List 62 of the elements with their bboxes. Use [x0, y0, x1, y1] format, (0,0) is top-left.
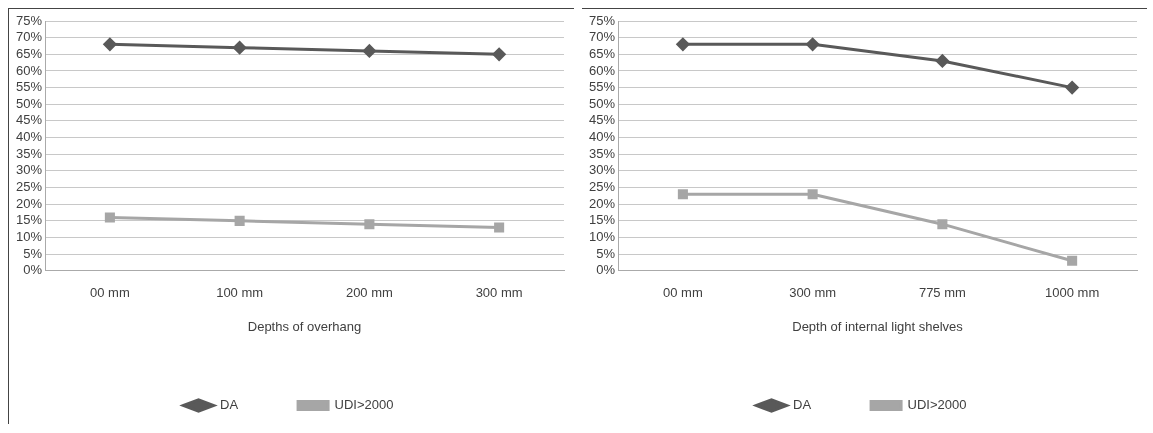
y-tick-label: 50%: [588, 95, 616, 111]
y-tick-label: 75%: [588, 12, 616, 28]
point: [362, 44, 376, 58]
y-tick-label: 5%: [596, 245, 616, 261]
x-tick-label: 300 mm: [475, 285, 523, 301]
y-tick-label: 65%: [588, 45, 616, 61]
point: [1067, 255, 1078, 266]
y-tick-label: 30%: [588, 162, 616, 178]
y-tick-label: 65%: [15, 45, 43, 61]
x-tick-label: 300 mm: [789, 285, 837, 301]
point: [937, 219, 948, 230]
point: [364, 219, 375, 230]
x-axis-title: Depths of overhang: [247, 318, 362, 334]
legend-label: DA: [220, 397, 239, 413]
y-tick-label: 15%: [15, 212, 43, 228]
y-tick-label: 15%: [588, 212, 616, 228]
y-tick-label: 55%: [588, 79, 616, 95]
y-tick-label: 75%: [15, 12, 43, 28]
point: [492, 47, 506, 61]
y-tick-label: 70%: [15, 29, 43, 45]
point: [807, 189, 818, 200]
y-tick-label: 20%: [588, 195, 616, 211]
y-tick-label: 20%: [15, 195, 43, 211]
point: [103, 37, 117, 51]
y-tick-label: 40%: [588, 129, 616, 145]
y-tick-label: 60%: [15, 62, 43, 78]
y-tick-label: 70%: [588, 29, 616, 45]
y-tick-label: 35%: [588, 145, 616, 161]
y-tick-label: 25%: [588, 179, 616, 195]
y-tick-label: 30%: [15, 162, 43, 178]
y-tick-label: 5%: [23, 245, 43, 261]
y-tick-label: 0%: [23, 262, 43, 278]
y-tick-label: 45%: [588, 112, 616, 128]
x-tick-label: 775 mm: [918, 285, 966, 301]
point: [935, 54, 949, 68]
x-tick-label: 00 mm: [663, 285, 703, 301]
x-tick-label: 100 mm: [216, 285, 264, 301]
legend-label: DA: [793, 397, 812, 413]
legend-label: UDI>2000: [334, 397, 394, 413]
y-tick-label: 40%: [15, 129, 43, 145]
y-tick-label: 25%: [15, 179, 43, 195]
point: [233, 41, 247, 55]
y-tick-label: 10%: [588, 229, 616, 245]
point: [806, 37, 820, 51]
point: [1065, 81, 1079, 95]
y-tick-label: 60%: [588, 62, 616, 78]
x-tick-label: 200 mm: [345, 285, 393, 301]
point: [676, 37, 690, 51]
y-tick-label: 0%: [596, 262, 616, 278]
point: [234, 215, 245, 226]
x-tick-label: 00 mm: [90, 285, 130, 301]
point: [104, 212, 115, 223]
x-axis-title: Depth of internal light shelves: [792, 318, 964, 334]
point: [677, 189, 688, 200]
y-tick-label: 45%: [15, 112, 43, 128]
y-tick-label: 55%: [15, 79, 43, 95]
y-tick-label: 50%: [15, 95, 43, 111]
legend-label: UDI>2000: [907, 397, 967, 413]
point: [494, 222, 505, 233]
y-tick-label: 10%: [15, 229, 43, 245]
x-tick-label: 1000 mm: [1045, 285, 1100, 301]
y-tick-label: 35%: [15, 145, 43, 161]
